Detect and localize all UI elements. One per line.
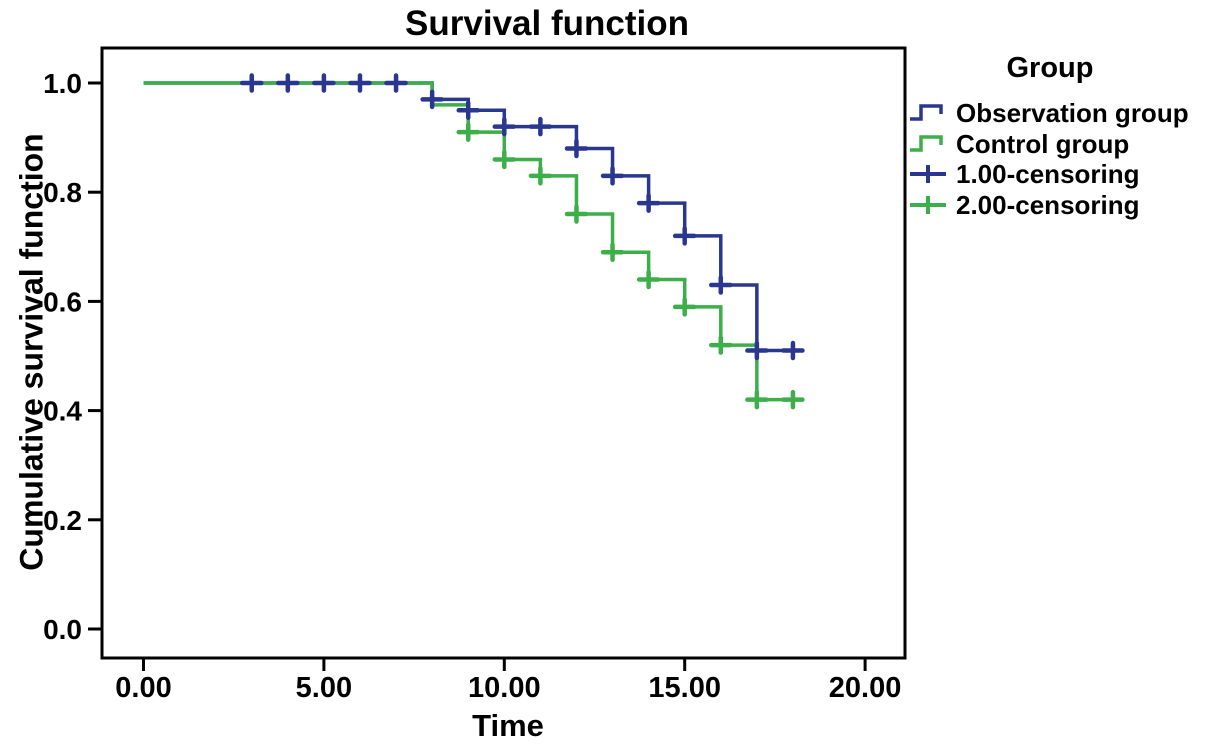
plus-censor-icon	[910, 165, 946, 184]
legend-title: Group	[1006, 52, 1094, 84]
step-line-icon	[910, 104, 943, 121]
x-tick-label: 0.00	[115, 672, 171, 704]
plus-censor-icon	[910, 195, 946, 214]
y-tick-label: 0.6	[43, 286, 82, 317]
x-tick-label: 15.00	[648, 672, 721, 704]
y-tick-label: 0.8	[43, 177, 82, 208]
y-tick-label: 0.2	[43, 505, 82, 536]
step-line-icon	[910, 135, 943, 152]
legend-item-control-group: Control group	[908, 129, 1205, 160]
legend-item-label: 1.00-censoring	[956, 159, 1140, 190]
y-tick-label: 0.0	[43, 614, 82, 645]
x-axis-label: Time	[472, 708, 544, 743]
legend-items: Observation group Control group 1.00-censo…	[908, 98, 1205, 220]
observation-curve	[143, 81, 801, 353]
x-tick-label: 20.00	[829, 672, 902, 704]
control-censor-marks	[456, 122, 805, 410]
legend-item-label: Observation group	[956, 98, 1189, 129]
legend-item-2-00-censoring: 2.00-censoring	[908, 190, 1205, 221]
legend: Group Observation group Control group 1.00…	[908, 52, 1205, 220]
x-tick-label: 5.00	[296, 672, 352, 704]
y-tick-label: 0.4	[43, 396, 82, 427]
chart-title: Survival function	[405, 4, 689, 43]
observation-censor-marks	[239, 73, 805, 361]
legend-item-observation-group: Observation group	[908, 98, 1205, 129]
legend-item-1-00-censoring: 1.00-censoring	[908, 159, 1205, 190]
legend-item-label: Control group	[956, 128, 1130, 159]
x-tick-label: 10.00	[468, 672, 541, 704]
y-tick-label: 1.0	[43, 68, 82, 99]
legend-item-label: 2.00-censoring	[956, 189, 1140, 220]
